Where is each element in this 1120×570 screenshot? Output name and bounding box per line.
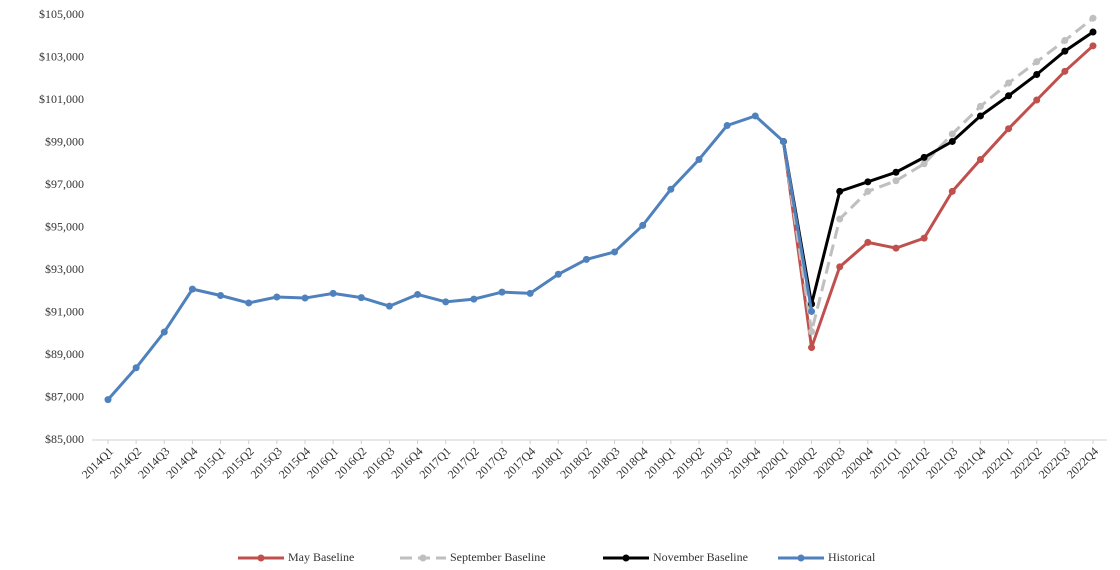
data-point <box>808 307 816 315</box>
data-point <box>1089 28 1097 36</box>
data-point <box>836 215 844 223</box>
y-tick-label: $97,000 <box>45 177 84 191</box>
series-line <box>106 114 814 401</box>
data-point <box>301 294 309 302</box>
data-point <box>385 302 393 310</box>
data-point <box>976 102 984 110</box>
data-point <box>1033 71 1041 78</box>
data-point <box>864 178 872 186</box>
data-point <box>1005 92 1013 100</box>
data-point <box>442 298 450 306</box>
data-point <box>948 187 956 195</box>
data-point <box>217 292 225 299</box>
y-tick-label: $105,000 <box>39 7 84 21</box>
data-point <box>948 137 956 145</box>
data-point <box>1033 58 1041 66</box>
x-tick-label: 2022Q4 <box>1064 444 1101 481</box>
data-point <box>976 156 984 163</box>
y-tick-label: $99,000 <box>45 134 84 148</box>
legend-label: May Baseline <box>288 550 354 564</box>
y-tick-label: $103,000 <box>39 49 84 63</box>
y-tick-label: $87,000 <box>45 389 84 403</box>
data-point <box>470 295 478 303</box>
legend-label: November Baseline <box>653 550 748 564</box>
data-point <box>104 396 112 404</box>
data-point <box>160 328 168 336</box>
data-point <box>836 263 844 271</box>
data-point <box>414 290 422 298</box>
data-point <box>920 160 928 168</box>
data-point <box>751 112 759 120</box>
y-tick-label: $91,000 <box>45 304 84 318</box>
data-point <box>1005 79 1013 87</box>
data-point <box>808 344 816 352</box>
data-point <box>498 288 506 296</box>
data-point <box>1089 42 1097 50</box>
series-line <box>781 17 1094 332</box>
data-point <box>836 187 844 195</box>
data-point <box>639 221 647 229</box>
data-point <box>1005 125 1013 133</box>
data-point <box>273 293 281 301</box>
y-tick-label: $85,000 <box>45 432 84 446</box>
legend-marker <box>797 554 805 562</box>
data-point <box>357 294 365 302</box>
y-tick-label: $93,000 <box>45 262 84 276</box>
data-point <box>948 130 956 138</box>
data-point <box>723 122 731 129</box>
data-point <box>132 364 140 372</box>
data-point <box>779 137 787 145</box>
legend-label: September Baseline <box>450 550 546 564</box>
data-point <box>892 168 900 176</box>
series-line <box>781 30 1094 305</box>
data-point <box>245 299 253 307</box>
legend-marker <box>257 554 265 562</box>
y-tick-label: $95,000 <box>45 219 84 233</box>
y-tick-label: $101,000 <box>39 92 84 106</box>
series-line <box>781 44 1095 349</box>
data-point <box>554 270 562 278</box>
data-point <box>1033 96 1041 104</box>
data-point <box>611 248 619 256</box>
y-tick-label: $89,000 <box>45 347 84 361</box>
data-point <box>188 285 196 293</box>
data-point <box>1061 37 1069 44</box>
data-point <box>920 234 928 242</box>
data-point <box>582 255 590 263</box>
data-point <box>808 328 816 336</box>
data-point <box>892 177 900 185</box>
data-point <box>329 289 337 297</box>
legend-marker <box>419 554 427 562</box>
data-point <box>892 244 900 252</box>
data-point <box>667 185 675 193</box>
data-point <box>864 187 872 195</box>
data-point <box>1061 47 1069 55</box>
data-point <box>976 112 984 120</box>
data-point <box>695 156 703 163</box>
data-point <box>526 289 534 297</box>
data-point <box>920 153 928 161</box>
legend-marker <box>622 554 630 562</box>
data-point <box>1089 14 1097 22</box>
legend-label: Historical <box>828 550 876 564</box>
data-point <box>1061 67 1069 75</box>
data-point <box>864 238 872 246</box>
